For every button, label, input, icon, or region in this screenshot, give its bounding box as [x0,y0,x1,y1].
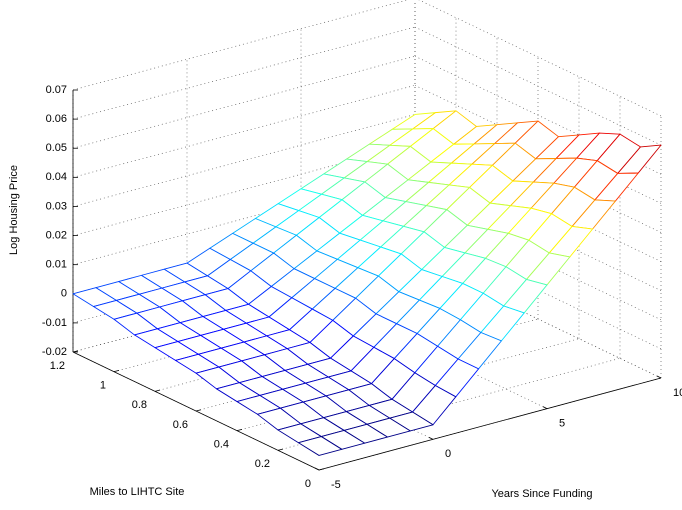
y-tick-label: 0.8 [132,399,147,411]
y-tick-label: 0.2 [255,458,270,470]
x-tick-label: 5 [559,418,565,430]
x-tick-label: 10 [673,387,682,399]
z-tick-label: 0.06 [46,113,67,125]
y-tick [318,468,325,471]
z-tick-label: -0.02 [42,346,67,358]
grid-line [414,26,662,146]
y-tick [154,389,161,392]
z-tick-label: 0.01 [46,259,67,271]
x-tick [428,436,434,440]
y-tick-label: 0.4 [214,439,229,451]
y-tick [113,369,120,373]
grid-line [418,0,662,117]
grid-line [414,259,662,379]
y-tick [72,350,79,353]
z-tick-label: 0.07 [46,84,67,96]
y-axis-label: Miles to LIHTC Site [90,486,185,498]
y-tick-label: 1 [100,380,106,392]
z-axis-label: Log Housing Price [8,165,20,255]
y-tick-label: 1.2 [50,360,65,372]
y-tick-label: 0 [305,478,311,490]
x-axis-label: Years Since Funding [491,488,592,500]
z-tick-label: 0.04 [46,171,67,183]
x-tick-label: -5 [331,479,341,491]
z-tick-label: 0.02 [46,229,67,241]
x-tick [542,406,548,410]
x-tick-label: 0 [445,448,451,460]
z-tick-label: 0.03 [46,200,67,212]
mesh-cell [298,436,343,456]
y-tick [277,448,284,451]
z-tick-label: -0.01 [42,317,67,329]
y-tick [236,428,243,432]
x-tick [314,467,320,471]
y-tick [195,409,202,412]
grid-line [72,26,416,120]
grid-line [72,55,416,149]
y-tick-label: 0.6 [173,419,188,431]
x-tick [656,375,662,379]
grid-line [414,55,662,175]
z-tick-label: 0.05 [46,142,67,154]
grid-line [72,0,409,91]
x-axis [318,377,662,471]
z-tick-label: 0 [61,288,67,300]
